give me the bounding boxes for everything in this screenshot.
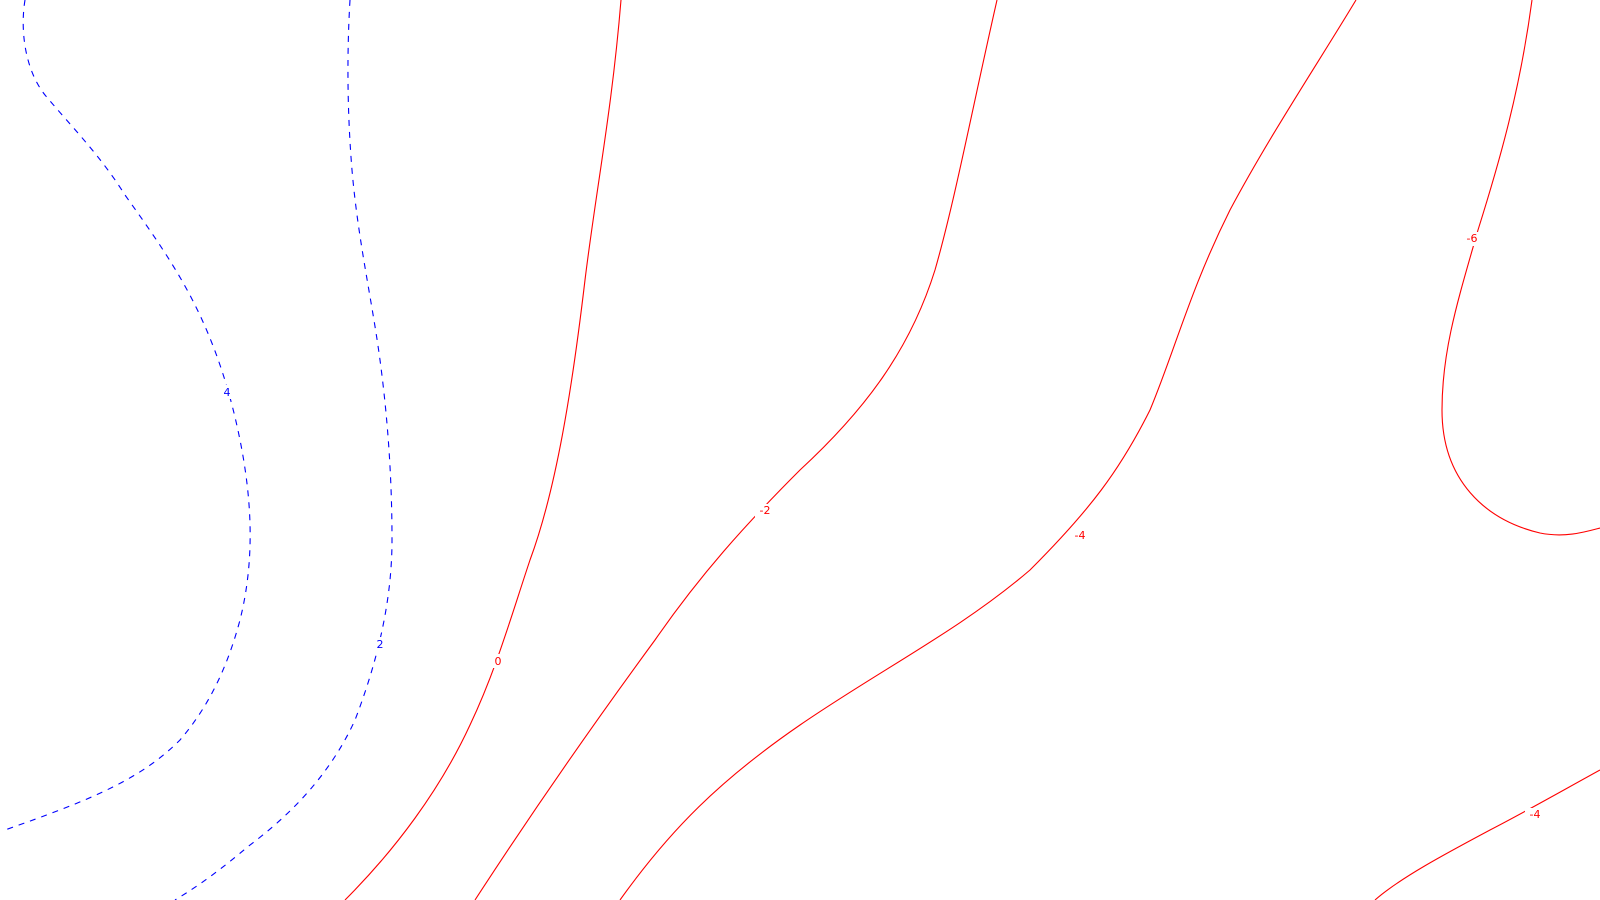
contour-line-neg6 [1441, 0, 1600, 536]
contour-line-neg4-lower [1374, 769, 1600, 900]
contour-group-2: 2 [174, 0, 393, 900]
contour-line-0 [344, 0, 622, 900]
contour-line-2 [174, 0, 393, 900]
contour-label-4: 4 [224, 386, 231, 399]
contour-label-bg [1070, 529, 1090, 543]
contour-group-neg6: -6 [1441, 0, 1600, 536]
contour-label-neg4: -4 [1075, 529, 1086, 542]
contour-line-4 [4, 0, 251, 831]
contour-label-bg [372, 637, 388, 651]
contour-label-2: 2 [377, 638, 384, 651]
contour-label-bg [1525, 808, 1545, 822]
contour-label-0: 0 [495, 655, 502, 668]
contour-label-bg [219, 385, 235, 399]
contour-label-bg [490, 654, 506, 668]
contour-group-neg4-lower: -4 [1374, 769, 1600, 900]
contour-label-neg6: -6 [1467, 232, 1478, 245]
contour-line-neg2 [474, 0, 998, 900]
contour-label-bg [1462, 232, 1482, 246]
contour-group-0: 0 [344, 0, 622, 900]
contour-group-neg4-main: -4 [619, 0, 1357, 900]
contour-label-bg [755, 504, 775, 518]
contour-label-neg2: -2 [760, 504, 771, 517]
contour-line-neg4 [619, 0, 1357, 900]
contour-group-4: 4 [4, 0, 251, 831]
contour-group-neg2: -2 [474, 0, 998, 900]
contour-label-neg4-lower: -4 [1530, 808, 1541, 821]
